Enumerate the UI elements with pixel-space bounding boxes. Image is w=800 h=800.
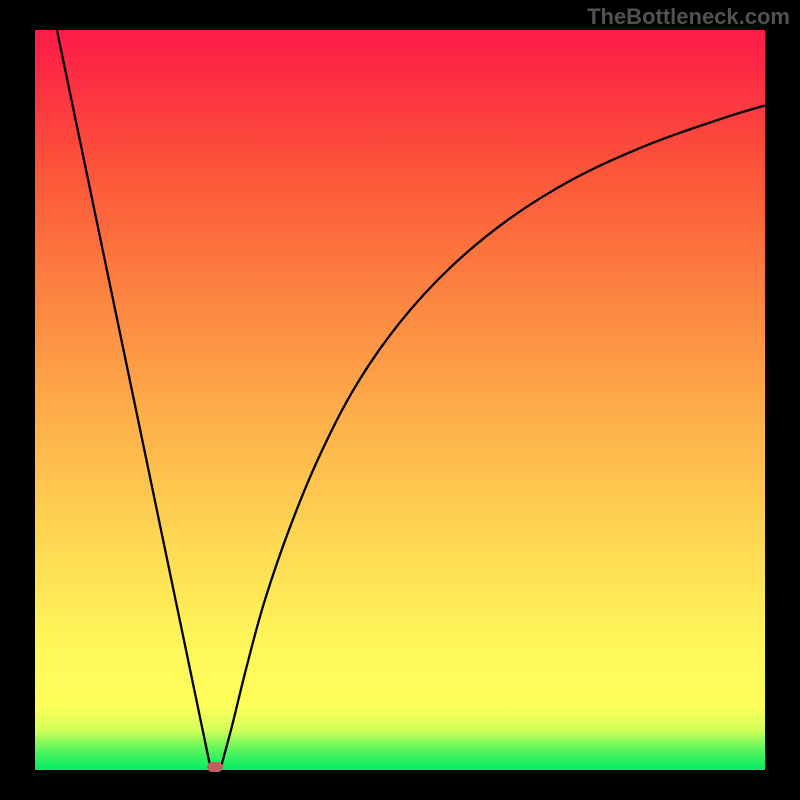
bottleneck-curve xyxy=(57,30,765,766)
minimum-marker xyxy=(207,762,223,772)
curve-overlay xyxy=(35,30,765,770)
plot-area xyxy=(35,30,765,770)
watermark-text: TheBottleneck.com xyxy=(587,4,790,30)
chart-container: TheBottleneck.com xyxy=(0,0,800,800)
